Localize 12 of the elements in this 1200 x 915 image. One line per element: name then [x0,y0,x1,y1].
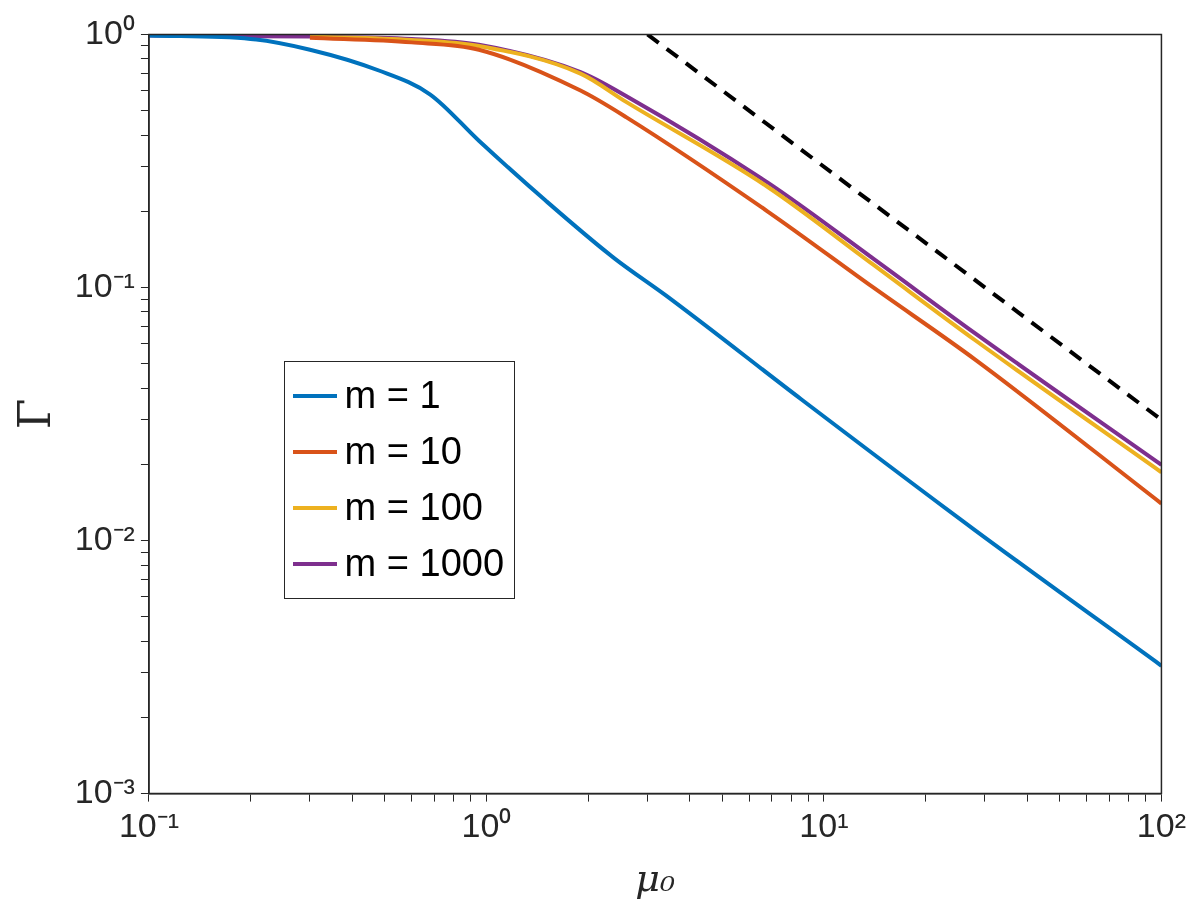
y-tick-label: 10⁰ [85,12,135,51]
x-tick-label: 10² [1136,806,1186,845]
legend-label: m = 1000 [344,542,505,586]
x-tick-label: 10¹ [799,806,849,845]
legend-label: m = 100 [344,486,483,530]
x-tick-label: 10⁰ [461,806,512,845]
x-axis-title: μ₀ [635,856,676,901]
legend-label: m = 10 [344,430,462,474]
legend-label: m = 1 [344,374,441,418]
y-tick-label: 10⁻² [74,518,135,557]
y-axis-title: Γ [8,398,60,430]
y-tick-label: 10⁻¹ [74,265,135,304]
